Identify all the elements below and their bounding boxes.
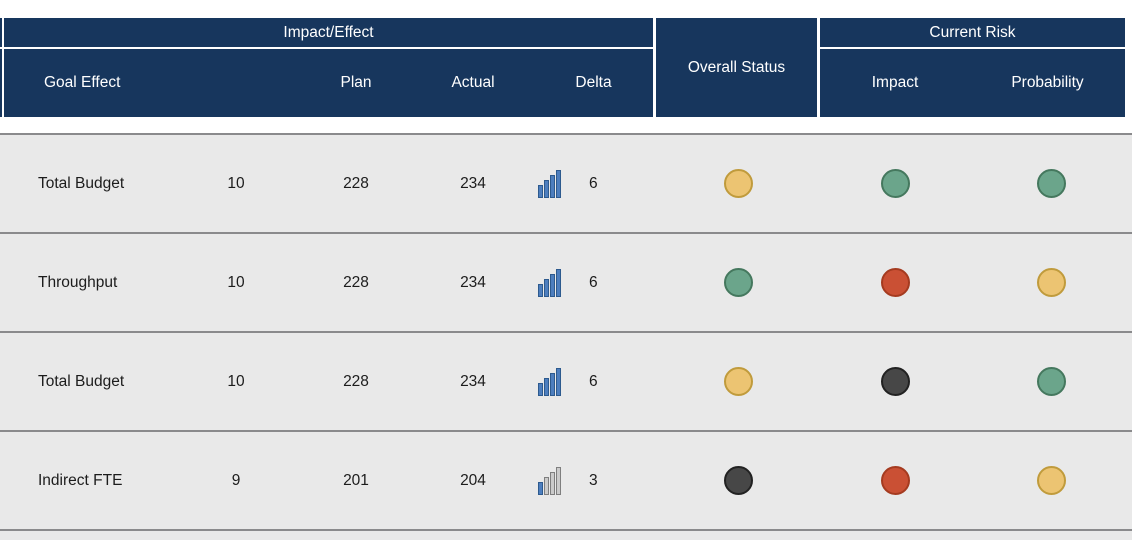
plan-value: 228 [343, 174, 369, 192]
row-separator [0, 133, 1132, 135]
weight-value: 10 [227, 273, 245, 291]
overall-status-indicator [723, 466, 753, 495]
delta-value: 6 [589, 372, 598, 390]
delta-bars-icon [538, 169, 561, 198]
delta-value: 6 [589, 174, 598, 192]
table-row[interactable]: Indirect FTE 9 201 204 3 [0, 432, 1132, 529]
actual-value: 234 [460, 372, 486, 390]
header-edge-strip [0, 18, 2, 117]
current-risk-group-title: Current Risk [820, 18, 1125, 47]
table-header: Impact/Effect Goal Effect Plan Actual De… [0, 18, 1125, 117]
actual-value: 234 [460, 174, 486, 192]
weight-value: 10 [227, 372, 245, 390]
delta-bars-icon [538, 466, 561, 495]
column-header-probability[interactable]: Probability [1011, 74, 1084, 91]
actual-value: 204 [460, 471, 486, 489]
weight-value: 9 [231, 471, 241, 489]
weight-value: 10 [227, 174, 245, 192]
goal-effect-value: Indirect FTE [38, 471, 123, 489]
column-header-overall-status[interactable]: Overall Status [656, 18, 817, 117]
probability-indicator [1036, 169, 1066, 198]
overall-status-indicator [723, 268, 753, 297]
probability-indicator [1036, 268, 1066, 297]
actual-value: 234 [460, 273, 486, 291]
probability-indicator [1036, 466, 1066, 495]
delta-value: 6 [589, 273, 598, 291]
table-row[interactable]: Throughput 10 228 234 6 [0, 234, 1132, 331]
impact-indicator [880, 466, 910, 495]
overall-status-indicator [723, 367, 753, 396]
delta-bars-icon [538, 268, 561, 297]
delta-value: 3 [589, 471, 598, 489]
plan-value: 228 [343, 372, 369, 390]
impact-indicator [880, 169, 910, 198]
impact-indicator [880, 367, 910, 396]
probability-indicator [1036, 367, 1066, 396]
row-separator [0, 232, 1132, 234]
row-separator [0, 331, 1132, 333]
plan-value: 228 [343, 273, 369, 291]
column-header-delta[interactable]: Delta [575, 74, 612, 91]
goal-effect-value: Total Budget [38, 174, 125, 192]
table-row[interactable]: Total Budget 10 228 234 6 [0, 333, 1132, 430]
header-group-current-risk: Current Risk Impact Probability [820, 18, 1125, 117]
row-separator [0, 430, 1132, 432]
column-header-impact[interactable]: Impact [871, 74, 919, 91]
overall-status-indicator [723, 169, 753, 198]
header-group-impact-effect: Impact/Effect Goal Effect Plan Actual De… [4, 18, 653, 117]
delta-bars-icon [538, 367, 561, 396]
table-row-partial [0, 531, 1132, 540]
row-separator [0, 529, 1132, 531]
goal-effect-value: Throughput [38, 273, 118, 291]
goal-effect-value: Total Budget [38, 372, 125, 390]
plan-value: 201 [343, 471, 369, 489]
column-header-goal-effect[interactable]: Goal Effect [44, 74, 121, 91]
column-header-actual[interactable]: Actual [451, 74, 495, 91]
table-body: Total Budget 10 228 234 6 Throughput 10 … [0, 133, 1132, 540]
table-row[interactable]: Total Budget 10 228 234 6 [0, 135, 1132, 232]
column-header-plan[interactable]: Plan [340, 74, 372, 91]
impact-indicator [880, 268, 910, 297]
impact-effect-group-title: Impact/Effect [4, 18, 653, 47]
